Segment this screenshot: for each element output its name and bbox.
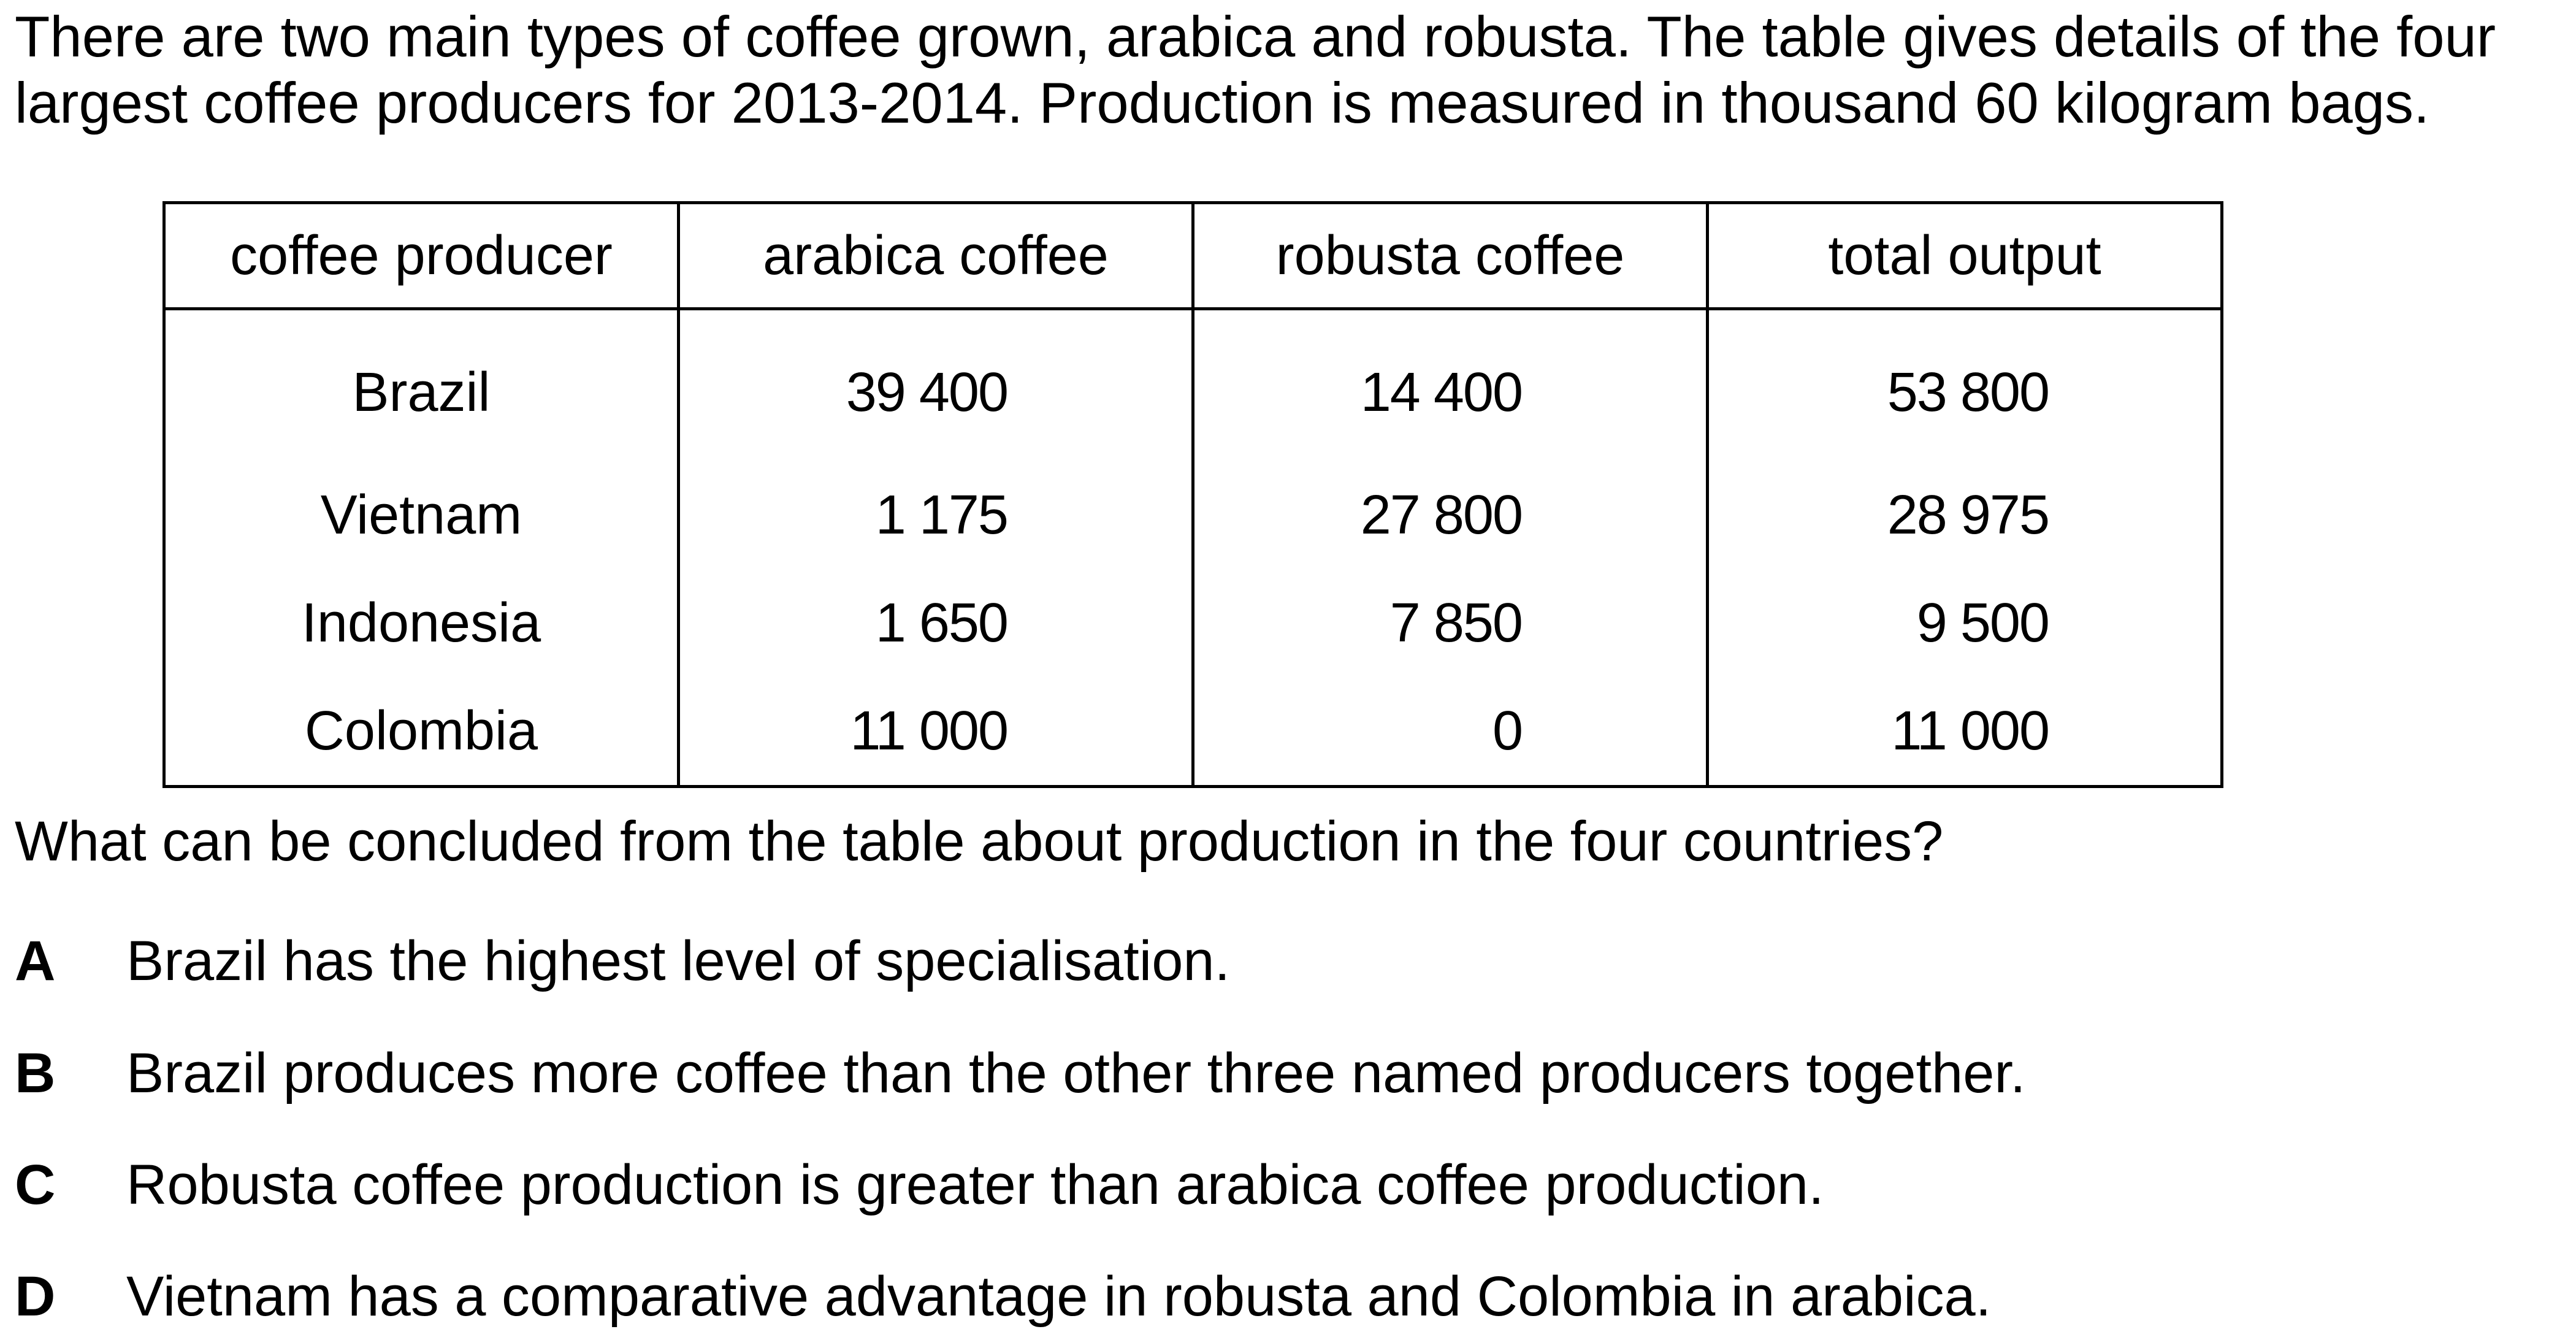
header-arabica-coffee: arabica coffee [677, 201, 1194, 310]
option-letter: B [15, 1042, 56, 1105]
coffee-production-table: coffee producer arabica coffee robusta c… [162, 201, 2223, 788]
option-letter: A [15, 930, 56, 992]
table-row: Brazil 39 400 14 400 53 800 [162, 308, 2223, 461]
option-b[interactable]: B Brazil produces more coffee than the o… [15, 1041, 2026, 1106]
cell-robusta: 14 400 [1191, 308, 1709, 461]
option-text: Brazil has the highest level of speciali… [126, 930, 1231, 992]
cell-producer: Indonesia [162, 569, 680, 677]
cell-arabica: 1 175 [677, 461, 1194, 569]
table-row: Indonesia 1 650 7 850 9 500 [162, 569, 2223, 677]
question-text: What can be concluded from the table abo… [15, 810, 1944, 873]
header-total-output: total output [1706, 201, 2223, 310]
cell-producer: Colombia [162, 677, 680, 788]
option-d[interactable]: D Vietnam has a comparative advantage in… [15, 1265, 1991, 1329]
cell-robusta: 7 850 [1191, 569, 1709, 677]
cell-arabica: 1 650 [677, 569, 1194, 677]
intro-text: There are two main types of coffee grown… [15, 4, 2496, 135]
option-letter: D [15, 1265, 56, 1328]
cell-total: 28 975 [1706, 461, 2223, 569]
cell-arabica: 11 000 [677, 677, 1194, 788]
option-c[interactable]: C Robusta coffee production is greater t… [15, 1153, 1824, 1217]
option-text: Vietnam has a comparative advantage in r… [126, 1265, 1992, 1328]
option-a[interactable]: A Brazil has the highest level of specia… [15, 929, 1230, 994]
cell-robusta: 0 [1191, 677, 1709, 788]
cell-total: 11 000 [1706, 677, 2223, 788]
header-coffee-producer: coffee producer [162, 201, 680, 310]
option-letter: C [15, 1154, 56, 1216]
cell-total: 9 500 [1706, 569, 2223, 677]
table-row: Vietnam 1 175 27 800 28 975 [162, 461, 2223, 569]
option-text: Robusta coffee production is greater tha… [126, 1154, 1824, 1216]
table-row: Colombia 11 000 0 11 000 [162, 677, 2223, 788]
table-header-row: coffee producer arabica coffee robusta c… [162, 201, 2223, 310]
cell-total: 53 800 [1706, 308, 2223, 461]
cell-producer: Brazil [162, 308, 680, 461]
cell-producer: Vietnam [162, 461, 680, 569]
option-text: Brazil produces more coffee than the oth… [126, 1042, 2026, 1105]
cell-robusta: 27 800 [1191, 461, 1709, 569]
header-robusta-coffee: robusta coffee [1191, 201, 1709, 310]
cell-arabica: 39 400 [677, 308, 1194, 461]
